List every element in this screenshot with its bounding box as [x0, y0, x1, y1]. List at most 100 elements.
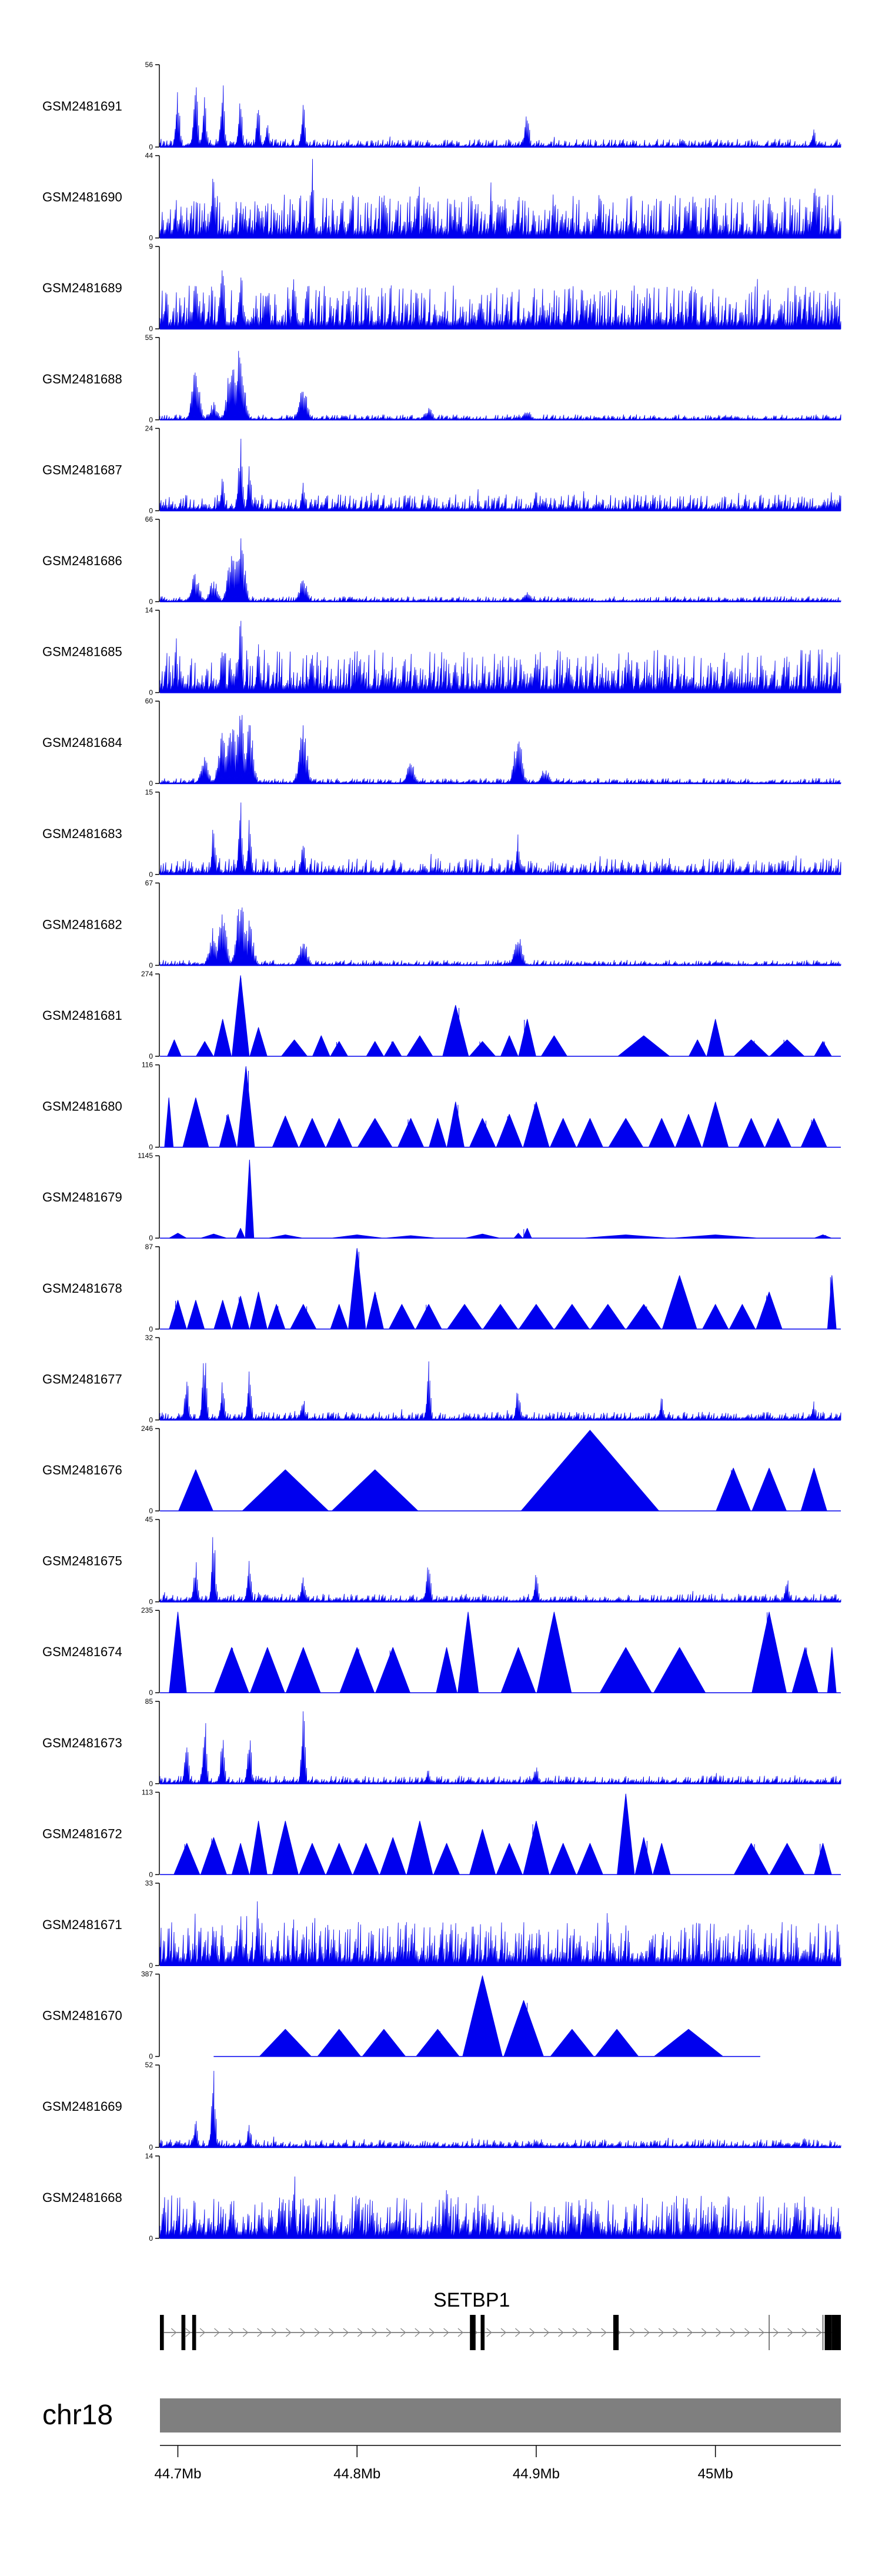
- track-gsm2481669: GSM2481669 52 0: [42, 2061, 841, 2151]
- track-label: GSM2481681: [42, 1008, 122, 1023]
- track-label: GSM2481672: [42, 1826, 122, 1841]
- signal-area: [213, 1975, 760, 2057]
- track-gsm2481668: GSM2481668 14 0: [42, 2152, 841, 2243]
- x-tick-label: 44.7Mb: [154, 2466, 201, 2482]
- strand-arrow: [329, 2328, 335, 2337]
- y-min-label: 0: [149, 1507, 153, 1515]
- track-label: GSM2481685: [42, 645, 122, 659]
- y-max-label: 32: [145, 1333, 153, 1342]
- signal-area: [160, 1159, 841, 1239]
- track-label: GSM2481686: [42, 553, 122, 568]
- strand-arrow: [787, 2328, 793, 2337]
- track-gsm2481678: GSM2481678 87 0: [42, 1243, 841, 1333]
- track-gsm2481671: GSM2481671 33 0: [42, 1879, 841, 1970]
- y-min-label: 0: [149, 1143, 153, 1152]
- track-gsm2481673: GSM2481673 85 0: [42, 1697, 841, 1788]
- track-gsm2481682: GSM2481682 67 0: [42, 879, 841, 969]
- track-gsm2481683: GSM2481683 15 0: [42, 788, 841, 879]
- strand-arrow: [529, 2328, 535, 2337]
- y-max-label: 44: [145, 152, 153, 160]
- y-max-label: 85: [145, 1697, 153, 1706]
- track-gsm2481690: GSM2481690 44 0: [42, 152, 841, 242]
- strand-arrow: [515, 2328, 521, 2337]
- track-label: GSM2481688: [42, 372, 122, 386]
- y-max-label: 235: [141, 1606, 153, 1614]
- signal-area: [159, 1537, 841, 1603]
- y-min-label: 0: [149, 1870, 153, 1878]
- signal-area: [160, 1611, 841, 1693]
- track-label: GSM2481678: [42, 1281, 122, 1296]
- gene-label: SETBP1: [433, 2289, 510, 2311]
- strand-arrow: [773, 2328, 779, 2337]
- y-min-label: 0: [149, 2234, 153, 2243]
- strand-arrow: [185, 2328, 191, 2337]
- signal-area: [159, 620, 841, 693]
- track-label: GSM2481677: [42, 1372, 122, 1386]
- track-label: GSM2481687: [42, 462, 122, 477]
- track-gsm2481686: GSM2481686 66 0: [42, 515, 841, 606]
- track-label: GSM2481691: [42, 99, 122, 114]
- strand-arrow: [801, 2328, 808, 2337]
- strand-arrow: [415, 2328, 420, 2337]
- y-min-label: 0: [149, 1234, 153, 1242]
- exon: [160, 2315, 164, 2350]
- x-tick-label: 44.9Mb: [513, 2466, 560, 2482]
- y-min-label: 0: [149, 234, 153, 242]
- signal-tracks: GSM2481691560GSM2481690440GSM248168990GS…: [42, 61, 841, 2243]
- track-label: GSM2481679: [42, 1190, 122, 1204]
- track-label: GSM2481673: [42, 1736, 122, 1750]
- y-min-label: 0: [149, 1325, 153, 1333]
- y-max-label: 9: [149, 242, 153, 251]
- strand-arrow: [443, 2328, 449, 2337]
- y-max-label: 274: [141, 970, 153, 978]
- strand-arrow: [386, 2328, 392, 2337]
- track-gsm2481681: GSM2481681 274 0: [42, 970, 841, 1060]
- strand-arrow: [658, 2328, 664, 2337]
- track-gsm2481675: GSM2481675 45 0: [42, 1516, 841, 1606]
- signal-area: [159, 2176, 841, 2239]
- genome-axis: 44.7Mb 44.8Mb 44.9Mb 45Mb: [154, 2445, 841, 2482]
- strand-arrow: [730, 2328, 736, 2337]
- chromosome-ideogram: chr18: [42, 2398, 841, 2432]
- track-gsm2481680: GSM2481680 116 0: [42, 1061, 841, 1152]
- y-max-label: 67: [145, 879, 153, 887]
- strand-arrow: [673, 2328, 679, 2337]
- y-max-label: 113: [142, 1788, 153, 1796]
- y-min-label: 0: [149, 961, 153, 969]
- track-label: GSM2481675: [42, 1554, 122, 1569]
- track-gsm2481687: GSM2481687 24 0: [42, 424, 841, 515]
- signal-area: [159, 715, 841, 785]
- y-max-label: 60: [145, 697, 153, 705]
- track-label: GSM2481689: [42, 281, 122, 295]
- track-gsm2481684: GSM2481684 60 0: [42, 697, 841, 788]
- track-gsm2481691: GSM2481691 56 0: [42, 61, 841, 151]
- gene-annotation-track: SETBP1: [160, 2289, 841, 2350]
- strand-arrow: [572, 2328, 578, 2337]
- track-label: GSM2481669: [42, 2099, 122, 2114]
- chromosome-band: [160, 2398, 841, 2432]
- strand-arrow: [716, 2328, 721, 2337]
- track-label: GSM2481690: [42, 190, 122, 205]
- y-max-label: 116: [142, 1061, 153, 1069]
- y-min-label: 0: [149, 1689, 153, 1697]
- exon: [831, 2315, 841, 2350]
- y-max-label: 55: [145, 333, 153, 342]
- y-max-label: 24: [145, 424, 153, 432]
- signal-area: [159, 1901, 841, 1966]
- signal-area: [159, 802, 841, 875]
- strand-arrow: [457, 2328, 463, 2337]
- strand-arrow: [271, 2328, 278, 2337]
- x-tick-label: 44.8Mb: [333, 2466, 380, 2482]
- signal-area: [159, 270, 841, 329]
- strand-arrow: [171, 2328, 177, 2337]
- y-max-label: 56: [145, 61, 153, 69]
- strand-arrow: [429, 2328, 435, 2337]
- chromosome-label: chr18: [42, 2400, 113, 2431]
- strand-arrow: [300, 2328, 306, 2337]
- strand-arrow: [372, 2328, 377, 2337]
- exon: [613, 2315, 619, 2350]
- y-min-label: 0: [149, 506, 153, 515]
- signal-area: [159, 351, 841, 421]
- strand-arrow: [285, 2328, 292, 2337]
- track-gsm2481689: GSM2481689 9 0: [42, 242, 841, 333]
